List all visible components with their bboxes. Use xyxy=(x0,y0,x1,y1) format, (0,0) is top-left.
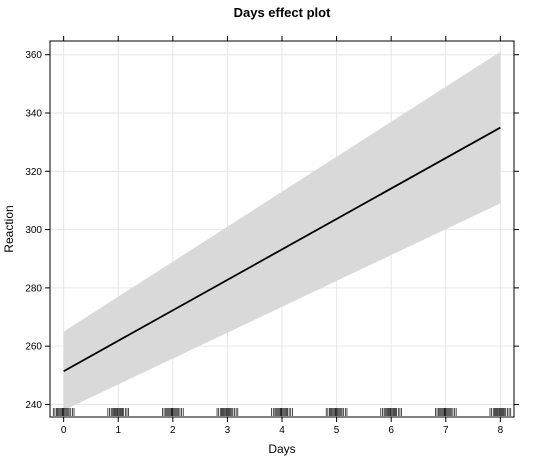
chart-title: Days effect plot xyxy=(234,5,331,20)
fitted-line xyxy=(63,126,501,373)
confidence-band xyxy=(63,51,501,411)
x-tick-label: 6 xyxy=(388,425,394,436)
y-tick-label: 240 xyxy=(25,400,42,411)
x-axis-title: Days xyxy=(268,442,295,456)
y-tick-label: 320 xyxy=(25,167,42,178)
x-tick-label: 2 xyxy=(170,425,176,436)
x-tick-label: 8 xyxy=(498,425,504,436)
y-tick-label: 260 xyxy=(25,342,42,353)
x-tick-label: 4 xyxy=(279,425,285,436)
y-tick-label: 360 xyxy=(25,50,42,61)
x-tick-label: 7 xyxy=(443,425,449,436)
y-axis-title: Reaction xyxy=(2,205,16,252)
x-tick-label: 3 xyxy=(225,425,231,436)
y-tick-label: 340 xyxy=(25,108,42,119)
x-tick-label: 0 xyxy=(61,425,67,436)
x-axis: 0 1 2 3 4 5 6 7 8 xyxy=(61,36,504,436)
y-axis: 240 260 280 300 320 340 360 xyxy=(25,50,519,411)
y-tick-label: 280 xyxy=(25,283,42,294)
x-tick-label: 5 xyxy=(334,425,340,436)
rug xyxy=(52,408,512,416)
x-tick-label: 1 xyxy=(115,425,121,436)
y-tick-label: 300 xyxy=(25,225,42,236)
